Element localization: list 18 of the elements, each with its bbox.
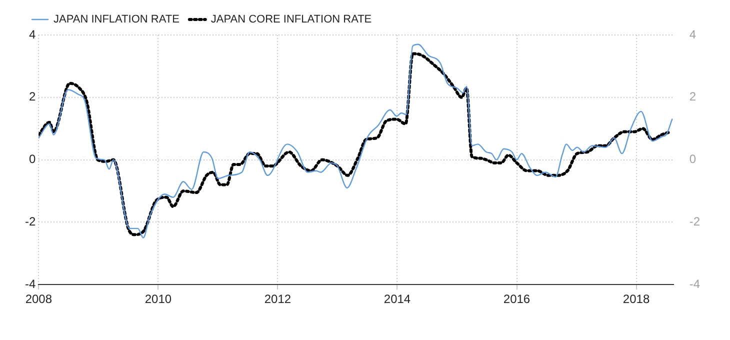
x-tick-label: 2012 bbox=[264, 292, 292, 306]
x-tick-label: 2014 bbox=[384, 292, 411, 306]
x-tick-label: 2016 bbox=[503, 292, 530, 306]
y2-tick-label: -4 bbox=[689, 276, 700, 291]
x-tick-label: 2018 bbox=[622, 292, 650, 306]
y2-tick-label: -2 bbox=[689, 214, 700, 229]
y2-tick-label: 0 bbox=[689, 152, 696, 166]
y2-tick-label: 4 bbox=[689, 27, 696, 42]
y2-tick-label: 2 bbox=[689, 90, 696, 104]
x-tick-label: 2008 bbox=[25, 292, 52, 306]
y-tick-label: 4 bbox=[28, 27, 36, 42]
y-tick-label: -2 bbox=[25, 214, 36, 229]
y-tick-label: 2 bbox=[28, 90, 36, 104]
legend-label: JAPAN CORE INFLATION RATE bbox=[210, 14, 372, 26]
legend-label: JAPAN INFLATION RATE bbox=[54, 14, 180, 26]
x-tick-label: 2010 bbox=[144, 292, 172, 306]
y-tick-label: 0 bbox=[28, 152, 36, 166]
y-tick-label: -4 bbox=[25, 276, 36, 291]
